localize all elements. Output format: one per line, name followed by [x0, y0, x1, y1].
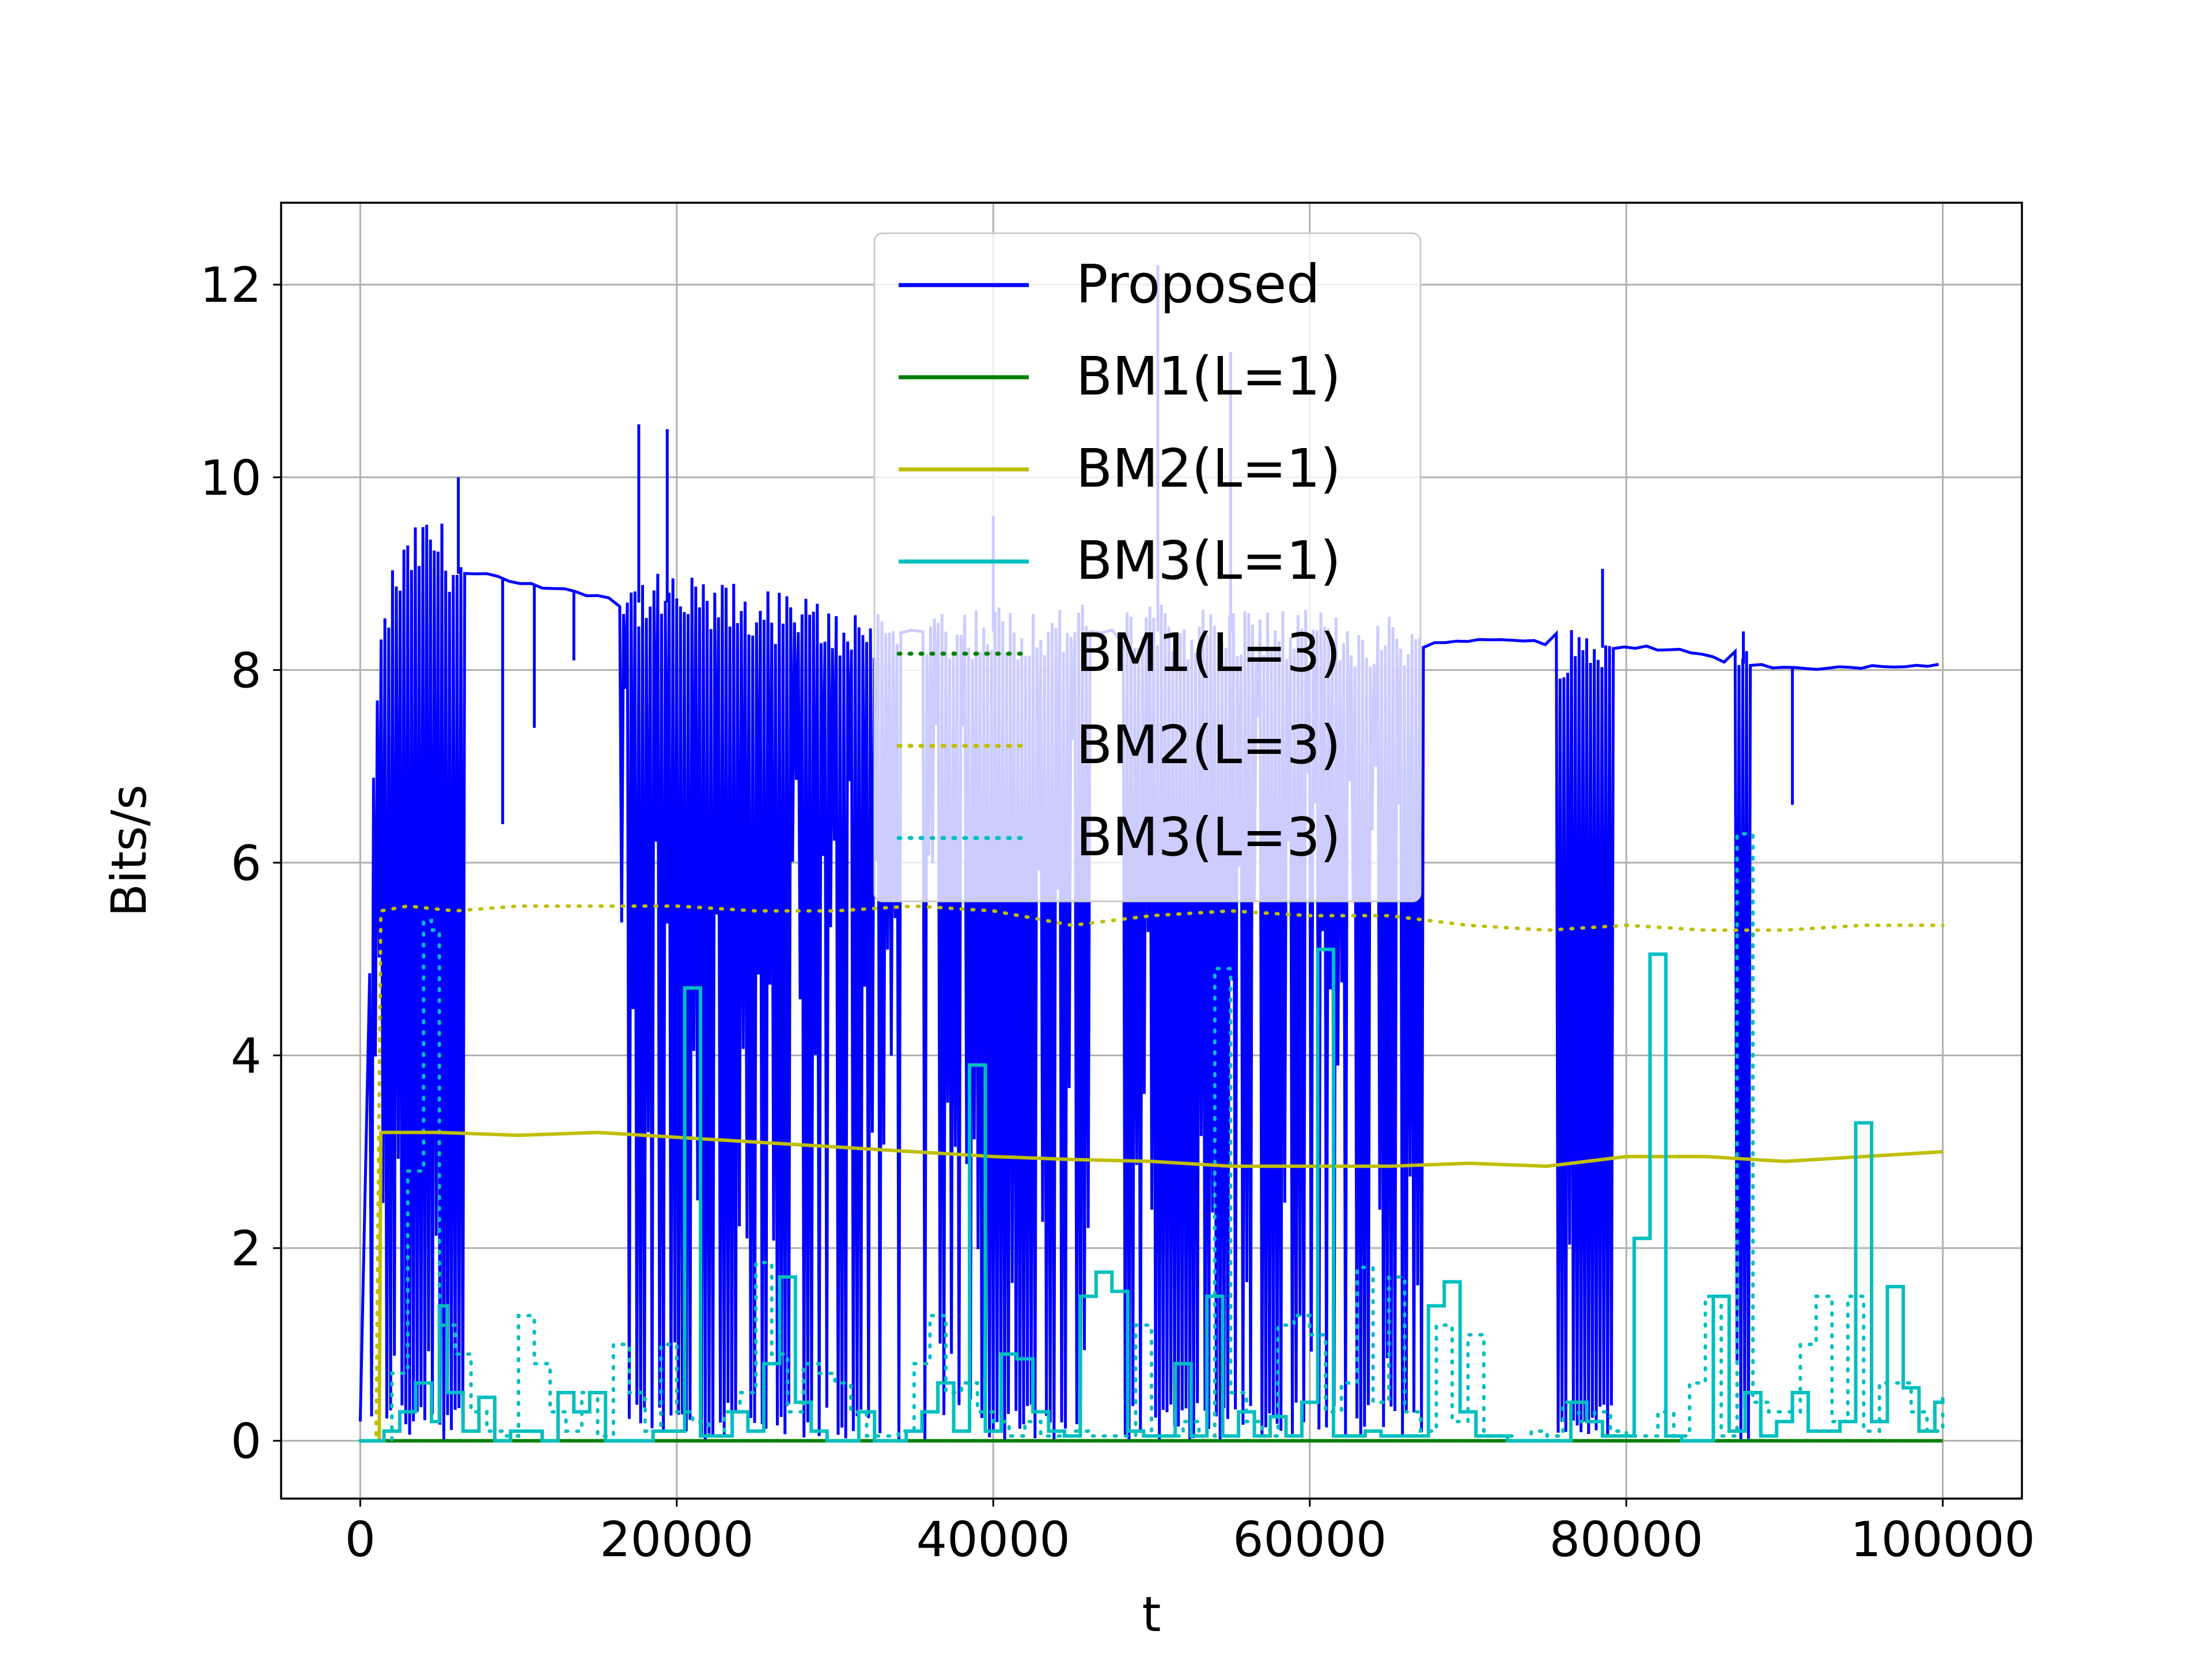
series-bm2-l-3- [358, 904, 1945, 1443]
legend-box [873, 232, 1422, 902]
step-line [360, 947, 1945, 1443]
x-tick-label: 100000 [1850, 1511, 2035, 1568]
legend-label: BM2(L=1) [1076, 438, 1341, 499]
y-axis-label: Bits/s [101, 784, 157, 917]
y-tick-label: 12 [200, 257, 262, 313]
axes-frame [280, 202, 2023, 1500]
axis-ticks: 0 20000 40000 60000 80000 100000 0 2 4 6 8 10 12 [200, 257, 2035, 1568]
x-tick-label: 40000 [916, 1511, 1070, 1568]
x-tick-label: 20000 [600, 1511, 753, 1568]
y-tick-label: 4 [231, 1027, 262, 1084]
y-tick-label: 6 [231, 835, 262, 892]
y-tick-label: 2 [231, 1220, 262, 1277]
legend-label: BM3(L=3) [1076, 806, 1341, 868]
y-tick-label: 8 [231, 642, 262, 699]
x-tick-label: 0 [345, 1511, 376, 1568]
y-tick-label: 10 [200, 450, 262, 506]
x-axis-label: t [1142, 1586, 1161, 1643]
series-bm3-l-1- [360, 947, 1945, 1443]
legend-label: BM3(L=1) [1076, 530, 1341, 591]
x-tick-label: 80000 [1550, 1511, 1703, 1568]
line [360, 1131, 1943, 1443]
y-tick-label: 0 [231, 1413, 262, 1470]
legend-label: Proposed [1076, 253, 1320, 315]
line [358, 904, 1945, 1443]
legend-label: BM2(L=3) [1076, 714, 1341, 776]
legend-label: BM1(L=1) [1076, 346, 1341, 407]
x-tick-label: 60000 [1233, 1511, 1387, 1568]
legend: Proposed BM1(L=1) BM2(L=1) BM3(L=1) BM1(L=3)… [873, 232, 1422, 902]
legend-label: BM1(L=3) [1076, 622, 1341, 684]
series-bm2-l-1- [360, 1131, 1943, 1443]
